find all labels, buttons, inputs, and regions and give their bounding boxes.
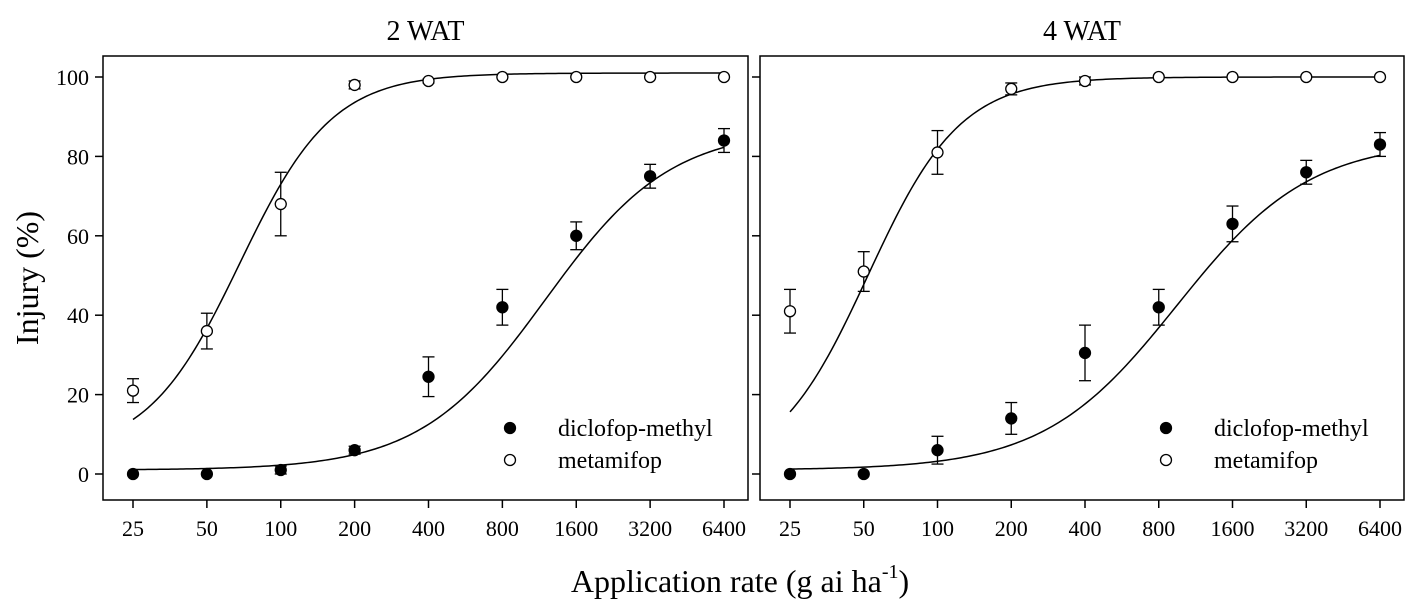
x-tick-label: 200 — [338, 516, 371, 541]
data-point-metamifop — [274, 197, 287, 211]
x-tick-label: 3200 — [628, 516, 672, 541]
x-axis-label: Application rate (g ai ha-1) — [571, 561, 909, 599]
plot-frame — [759, 55, 1405, 501]
y-tick-label: 60 — [67, 224, 89, 249]
data-point-diclofop-methyl — [1373, 138, 1387, 151]
legend-marker-metamifop — [503, 453, 517, 467]
data-point-metamifop — [1078, 74, 1092, 88]
data-point-diclofop-methyl — [126, 467, 140, 481]
x-tick-label: 25 — [779, 516, 801, 541]
data-point-metamifop — [1373, 70, 1387, 84]
x-tick-label: 6400 — [1358, 516, 1402, 541]
x-axis-label-main: Application rate (g ai ha — [571, 563, 882, 599]
x-tick-label: 100 — [264, 516, 297, 541]
data-point-diclofop-methyl — [422, 370, 435, 383]
data-point-metamifop — [1226, 70, 1239, 84]
legend-marker-diclofop-methyl — [1159, 421, 1173, 435]
data-point-diclofop-methyl — [348, 444, 361, 457]
data-point-metamifop — [643, 70, 657, 84]
data-point-diclofop-methyl — [1226, 217, 1239, 231]
x-tick-label: 100 — [921, 516, 954, 541]
fit-curve-diclofop-methyl — [789, 154, 1381, 470]
panels: 2 WAT 25 50 100 200 400 800 1600 3200 6400 0 20 40 60… — [56, 16, 1405, 541]
data-point-diclofop-methyl — [857, 467, 870, 481]
data-point-metamifop — [1300, 70, 1313, 84]
data-point-metamifop — [126, 384, 140, 397]
data-point-metamifop — [1005, 82, 1018, 96]
fit-curve-diclofop-methyl — [132, 146, 725, 471]
x-tick-label: 3200 — [1284, 516, 1328, 541]
legend-marker-metamifop — [1159, 453, 1173, 467]
data-point-diclofop-methyl — [1152, 301, 1165, 314]
data-point-diclofop-methyl — [931, 444, 944, 457]
panel-title: 2 WAT — [386, 16, 464, 47]
data-point-diclofop-methyl — [1005, 412, 1018, 425]
x-tick-label: 1600 — [1211, 516, 1255, 541]
legend-label-diclofop-methyl: diclofop-methyl — [558, 416, 713, 442]
panel-2: 4 WAT 25 50 100 200 400 800 1600 3200 6400 diclofo… — [752, 16, 1405, 541]
data-point-diclofop-methyl — [783, 467, 797, 481]
data-point-metamifop — [496, 70, 509, 84]
data-point-diclofop-methyl — [717, 134, 731, 147]
x-tick-label: 50 — [853, 516, 875, 541]
data-point-metamifop — [422, 74, 435, 88]
x-tick-label: 800 — [1142, 516, 1175, 541]
panel-1: 2 WAT 25 50 100 200 400 800 1600 3200 6400 0 20 40 60… — [56, 16, 749, 541]
data-point-diclofop-methyl — [1300, 166, 1313, 179]
x-tick-label: 400 — [412, 516, 445, 541]
data-point-diclofop-methyl — [274, 463, 287, 477]
data-point-metamifop — [348, 78, 361, 92]
plot-frame — [102, 55, 749, 501]
x-tick-label: 1600 — [554, 516, 598, 541]
y-tick-label: 80 — [67, 144, 89, 169]
data-point-metamifop — [570, 70, 583, 84]
x-tick-label: 800 — [486, 516, 519, 541]
y-tick-label: 40 — [67, 303, 89, 328]
data-point-diclofop-methyl — [1078, 346, 1092, 360]
legend-label-metamifop: metamifop — [1214, 448, 1318, 474]
data-point-diclofop-methyl — [643, 170, 657, 183]
data-point-metamifop — [1152, 70, 1165, 84]
x-axis-label-superscript: -1 — [882, 561, 899, 583]
x-tick-label: 6400 — [702, 516, 746, 541]
x-tick-label: 50 — [196, 516, 218, 541]
data-point-diclofop-methyl — [496, 301, 509, 314]
data-point-metamifop — [857, 265, 870, 278]
legend-marker-diclofop-methyl — [503, 421, 517, 435]
data-point-diclofop-methyl — [570, 229, 583, 242]
x-tick-label: 200 — [995, 516, 1028, 541]
data-point-metamifop — [931, 146, 944, 159]
y-tick-label: 20 — [67, 383, 89, 408]
x-tick-label: 400 — [1069, 516, 1102, 541]
data-point-metamifop — [783, 305, 797, 318]
legend-label-diclofop-methyl: diclofop-methyl — [1214, 416, 1369, 442]
y-axis-label: Injury (%) — [9, 211, 45, 345]
data-point-metamifop — [717, 70, 731, 84]
data-point-metamifop — [200, 324, 214, 338]
x-tick-label: 25 — [122, 516, 144, 541]
panel-title: 4 WAT — [1043, 16, 1121, 47]
y-tick-label: 0 — [78, 462, 89, 487]
data-point-diclofop-methyl — [200, 467, 214, 481]
x-axis-label-close: ) — [899, 563, 910, 599]
legend-label-metamifop: metamifop — [558, 448, 662, 474]
y-tick-label: 100 — [56, 65, 89, 90]
